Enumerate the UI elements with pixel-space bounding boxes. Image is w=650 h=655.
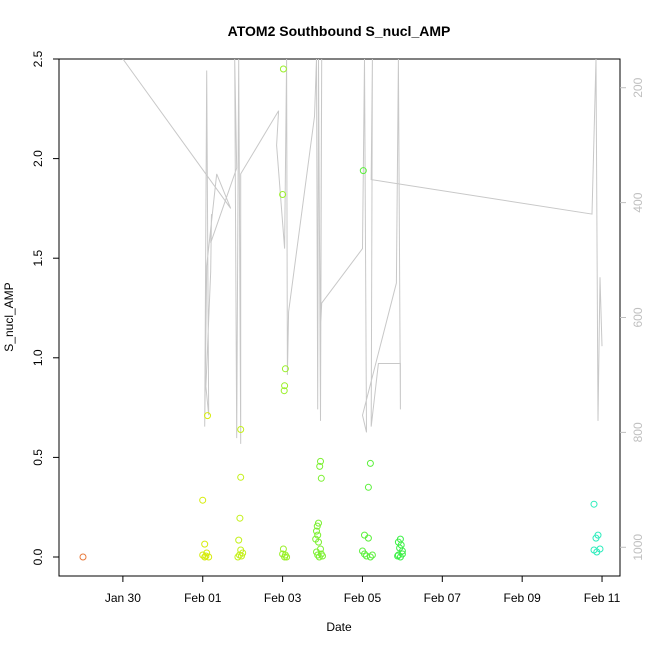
y-tick-label: 1.0: [31, 349, 45, 366]
data-point: [279, 65, 287, 73]
data-point: [366, 459, 374, 467]
data-point: [279, 191, 287, 198]
y2-tick-label: 800: [631, 422, 645, 442]
y-tick-label: 2.5: [31, 50, 45, 67]
y2-tick-label: 1000: [631, 534, 645, 561]
data-point: [279, 545, 287, 553]
x-axis: Jan 30 Feb 01 Feb 03 Feb 05 Feb 07 Feb 09 Feb …: [105, 576, 621, 605]
data-point: [236, 514, 244, 522]
data-point: [237, 473, 245, 481]
y-tick-label: 1.5: [31, 250, 45, 267]
data-point: [281, 365, 289, 373]
data-point: [203, 549, 211, 557]
x-tick-label: Feb 07: [424, 591, 462, 605]
data-point: [237, 426, 245, 433]
data-point: [313, 522, 321, 530]
y2-tick-label: 600: [631, 307, 645, 327]
y-tick-label: 2.0: [31, 150, 45, 167]
data-point: [364, 534, 372, 542]
data-point: [314, 531, 322, 539]
x-tick-label: Jan 30: [105, 591, 141, 605]
y-axis: 0.0 0.5 1.0 1.5 2.0 2.5: [31, 50, 59, 565]
data-point: [235, 536, 243, 544]
data-point: [234, 553, 242, 561]
data-point: [201, 553, 209, 561]
x-tick-label: Feb 01: [184, 591, 222, 605]
data-point: [204, 412, 211, 420]
data-point: [592, 534, 600, 542]
data-point: [317, 474, 325, 482]
data-point: [398, 547, 406, 555]
y2-axis: 200 400 600 800 1000: [620, 77, 645, 561]
depth-trace-layer: [122, 59, 603, 444]
data-point: [316, 462, 324, 470]
y2-tick-label: 400: [631, 192, 645, 212]
data-point: [368, 551, 376, 559]
data-point: [201, 540, 209, 548]
x-axis-label: Date: [326, 620, 352, 634]
y-tick-label: 0.5: [31, 449, 45, 466]
data-point: [239, 549, 247, 557]
data-point: [590, 500, 598, 508]
data-point: [317, 457, 324, 465]
data-point: [317, 550, 325, 558]
x-tick-label: Feb 05: [344, 591, 382, 605]
data-point: [313, 527, 320, 535]
data-point: [593, 548, 601, 556]
y2-tick-label: 200: [631, 77, 645, 97]
data-point: [394, 552, 402, 560]
y-axis-label: S_nucl_AMP: [2, 282, 16, 351]
data-point: [205, 553, 213, 561]
points-layer: [79, 65, 604, 561]
data-point: [199, 496, 207, 504]
data-point: [314, 551, 322, 559]
x-tick-label: Feb 09: [503, 591, 541, 605]
data-point: [283, 553, 291, 561]
data-point: [366, 553, 374, 561]
plot-frame: [58, 58, 621, 577]
data-point: [79, 553, 87, 561]
x-tick-label: Feb 11: [584, 591, 621, 605]
data-point: [364, 483, 372, 491]
data-point: [361, 550, 368, 558]
data-point: [315, 538, 322, 546]
depth-trace-line: [122, 59, 603, 444]
data-point: [281, 382, 289, 390]
data-point: [199, 551, 207, 559]
data-point: [359, 167, 367, 175]
x-tick-label: Feb 03: [264, 591, 302, 605]
chart-title: ATOM2 Southbound S_nucl_AMP: [228, 23, 451, 39]
y-tick-label: 0.0: [31, 548, 45, 565]
data-point: [394, 551, 402, 559]
data-point: [280, 387, 288, 395]
